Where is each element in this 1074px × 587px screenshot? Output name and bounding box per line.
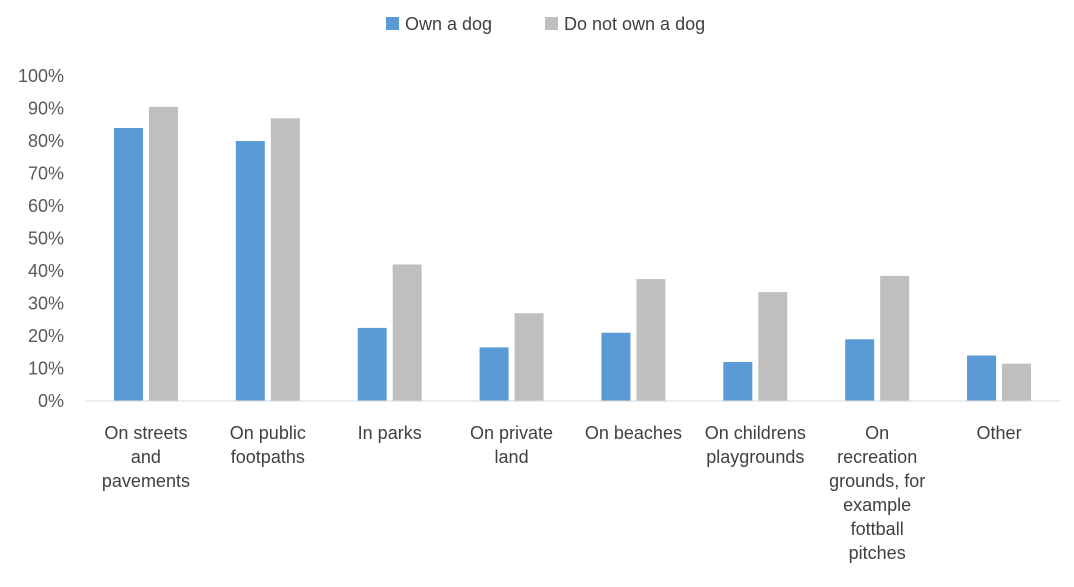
legend-swatch bbox=[386, 17, 399, 30]
own-dog-bar bbox=[235, 141, 265, 401]
no-dog-bar bbox=[514, 313, 544, 401]
own-dog-bar bbox=[967, 355, 997, 401]
no-dog-bar bbox=[758, 292, 788, 401]
no-dog-bar bbox=[148, 106, 178, 401]
y-tick-label: 40% bbox=[28, 261, 64, 281]
y-tick-label: 90% bbox=[28, 99, 64, 119]
no-dog-bar bbox=[270, 118, 300, 401]
no-dog-bar bbox=[392, 264, 422, 401]
own-dog-bar bbox=[845, 339, 875, 401]
y-tick-label: 30% bbox=[28, 294, 64, 314]
legend: Own a dog Do not own a dog bbox=[386, 14, 705, 34]
x-category-label: On public footpaths bbox=[230, 423, 306, 467]
own-dog-bar bbox=[113, 128, 143, 401]
x-axis: On streets and pavements On public footpaths… bbox=[102, 423, 1022, 563]
y-axis: 0% 10% 20% 30% 40% 50% 60% 70% 80% 90% 100% bbox=[18, 66, 64, 411]
x-category-label: On streets and pavements bbox=[102, 423, 190, 491]
bars bbox=[113, 106, 1032, 401]
y-tick-label: 0% bbox=[38, 391, 64, 411]
own-dog-bar bbox=[479, 347, 509, 401]
x-category-label: On recreation grounds, for example fottball p… bbox=[829, 423, 925, 563]
y-tick-label: 60% bbox=[28, 196, 64, 216]
own-dog-bar bbox=[723, 362, 753, 401]
y-tick-label: 20% bbox=[28, 326, 64, 346]
legend-label: Own a dog bbox=[405, 14, 492, 34]
y-tick-label: 100% bbox=[18, 66, 64, 86]
x-category-label: On private land bbox=[470, 423, 553, 467]
no-dog-bar bbox=[880, 275, 910, 401]
legend-swatch bbox=[545, 17, 558, 30]
y-tick-label: 10% bbox=[28, 359, 64, 379]
x-category-label: On childrens playgrounds bbox=[705, 423, 806, 467]
x-category-label: In parks bbox=[358, 423, 422, 443]
own-dog-bar bbox=[357, 327, 387, 401]
x-category-label: Other bbox=[977, 423, 1022, 443]
legend-label: Do not own a dog bbox=[564, 14, 705, 34]
no-dog-bar bbox=[636, 279, 666, 401]
y-tick-label: 50% bbox=[28, 229, 64, 249]
no-dog-bar bbox=[1002, 363, 1032, 401]
y-tick-label: 70% bbox=[28, 164, 64, 184]
y-tick-label: 80% bbox=[28, 131, 64, 151]
own-dog-bar bbox=[601, 332, 631, 401]
x-category-label: On beaches bbox=[585, 423, 682, 443]
